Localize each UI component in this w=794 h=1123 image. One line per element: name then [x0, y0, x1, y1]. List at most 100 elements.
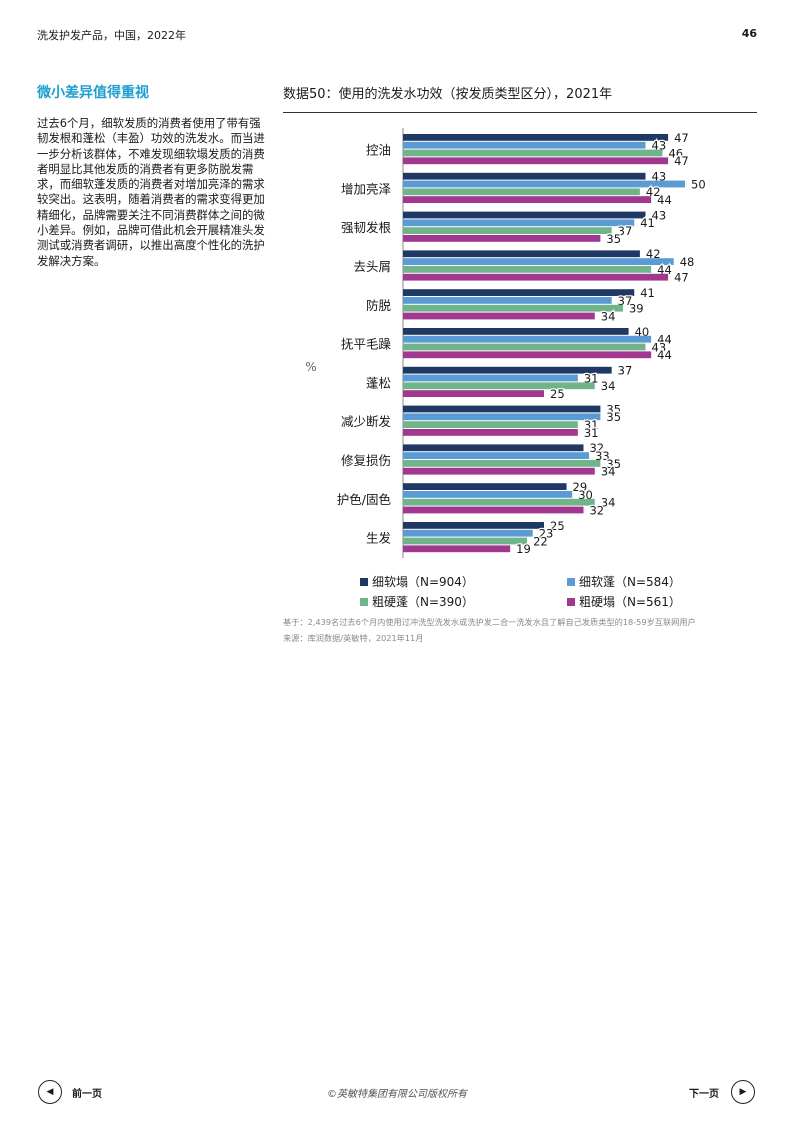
category-label: 减少断发: [341, 414, 392, 429]
data-label: 34: [601, 496, 616, 510]
category-label: 控油: [366, 143, 391, 158]
data-label: 29: [573, 480, 588, 494]
bar: [403, 366, 612, 374]
data-label: 35: [606, 232, 621, 246]
data-label: 39: [629, 302, 644, 316]
legend-label: 细软塌（N=904）: [372, 575, 474, 589]
bar: [403, 227, 612, 234]
data-label: 47: [674, 271, 689, 285]
bar: [403, 134, 669, 141]
bar: [403, 149, 663, 157]
legend-item: 粗硬塌（N=561）: [567, 593, 681, 610]
bar: [403, 483, 567, 490]
data-label: 23: [539, 527, 554, 541]
category-label: 去头屑: [353, 259, 391, 274]
category-label: 防脱: [366, 298, 392, 313]
bar: [403, 297, 612, 304]
legend-item: 细软蓬（N=584）: [567, 573, 681, 590]
bar: [403, 258, 674, 265]
bar-chart: %控油47434647增加亮泽43504244强韧发根43413735去头屑42…: [305, 128, 707, 558]
arrow-right-icon: ▶: [739, 1087, 747, 1097]
data-label: 34: [601, 379, 616, 393]
body-paragraph: 过去6个月，细软发质的消费者使用了带有强韧发根和蓬松（丰盈）功效的洗发水。而当进…: [37, 116, 265, 268]
bar: [403, 429, 578, 436]
bar: [403, 304, 623, 312]
report-header: 洗发护发产品，中国，2022年: [37, 29, 186, 42]
bar: [403, 421, 578, 428]
legend-label: 粗硬蓬（N=390）: [372, 595, 474, 609]
data-label: 37: [618, 364, 633, 378]
bar: [403, 405, 601, 413]
data-label: 43: [652, 208, 667, 222]
data-label: 44: [657, 193, 672, 207]
data-label: 48: [680, 255, 695, 269]
figure-divider: [283, 112, 757, 113]
category-label: 护色/固色: [337, 492, 392, 507]
arrow-left-icon: ◀: [46, 1087, 54, 1097]
bar: [403, 444, 584, 452]
bar: [403, 545, 511, 553]
figure-title: 数据50：使用的洗发水功效（按发质类型区分），2021年: [283, 87, 613, 102]
bar: [403, 390, 544, 397]
data-label: 22: [533, 534, 548, 548]
bar: [403, 506, 584, 514]
bar: [403, 273, 669, 281]
data-label: 47: [674, 131, 689, 145]
data-label: 44: [657, 348, 672, 362]
bar: [403, 529, 533, 537]
bar: [403, 498, 595, 506]
legend-label: 细软蓬（N=584）: [579, 575, 681, 589]
legend-swatch: [567, 597, 575, 606]
bar: [403, 460, 601, 467]
footnote-base: 基于：2,439名过去6个月内使用过冲洗型洗发水或洗护发二合一洗发水且了解自己发…: [283, 617, 696, 627]
data-label: 31: [584, 418, 599, 432]
bar: [403, 289, 635, 296]
legend-item: 粗硬蓬（N=390）: [360, 593, 474, 610]
y-axis-label: %: [305, 360, 316, 374]
next-page-label[interactable]: 下一页: [689, 1089, 719, 1100]
copyright: ©英敏特集团有限公司版权所有: [327, 1089, 467, 1100]
next-page-button[interactable]: ▶: [731, 1080, 755, 1104]
data-label: 35: [606, 410, 621, 424]
bar: [403, 343, 646, 351]
legend-swatch: [360, 597, 368, 606]
page-number: 46: [741, 27, 757, 40]
legend-swatch: [567, 577, 575, 586]
bar: [403, 188, 640, 196]
bar: [403, 196, 652, 203]
bar: [403, 266, 652, 273]
data-label: 43: [652, 340, 667, 354]
footnote-source: 来源：库润数据/英敏特，2021年11月: [283, 633, 424, 643]
bar: [403, 452, 590, 459]
category-label: 增加亮泽: [341, 181, 391, 196]
bar: [403, 467, 595, 475]
prev-page-button[interactable]: ◀: [38, 1080, 62, 1104]
data-label: 19: [516, 542, 531, 556]
bar: [403, 180, 685, 188]
bar: [403, 235, 601, 242]
bar: [403, 351, 652, 359]
category-label: 强韧发根: [341, 220, 392, 235]
bar: [403, 211, 646, 219]
prev-page-label[interactable]: 前一页: [72, 1089, 102, 1100]
category-label: 蓬松: [366, 375, 391, 390]
data-label: 32: [589, 503, 604, 517]
data-label: 41: [640, 216, 655, 230]
legend-swatch: [360, 577, 368, 586]
category-label: 生发: [366, 531, 392, 546]
data-label: 44: [657, 333, 672, 347]
data-label: 47: [674, 154, 689, 168]
data-label: 34: [601, 465, 616, 479]
data-label: 46: [668, 146, 683, 160]
bar: [403, 374, 578, 382]
data-label: 35: [606, 457, 621, 471]
bar: [403, 413, 601, 421]
bar: [403, 157, 669, 165]
bar: [403, 522, 544, 529]
legend-item: 细软塌（N=904）: [360, 573, 474, 590]
data-label: 34: [601, 309, 616, 323]
category-label: 抚平毛躁: [341, 337, 392, 352]
bar: [403, 328, 629, 335]
bar: [403, 491, 573, 498]
section-title: 微小差异值得重视: [37, 85, 149, 101]
